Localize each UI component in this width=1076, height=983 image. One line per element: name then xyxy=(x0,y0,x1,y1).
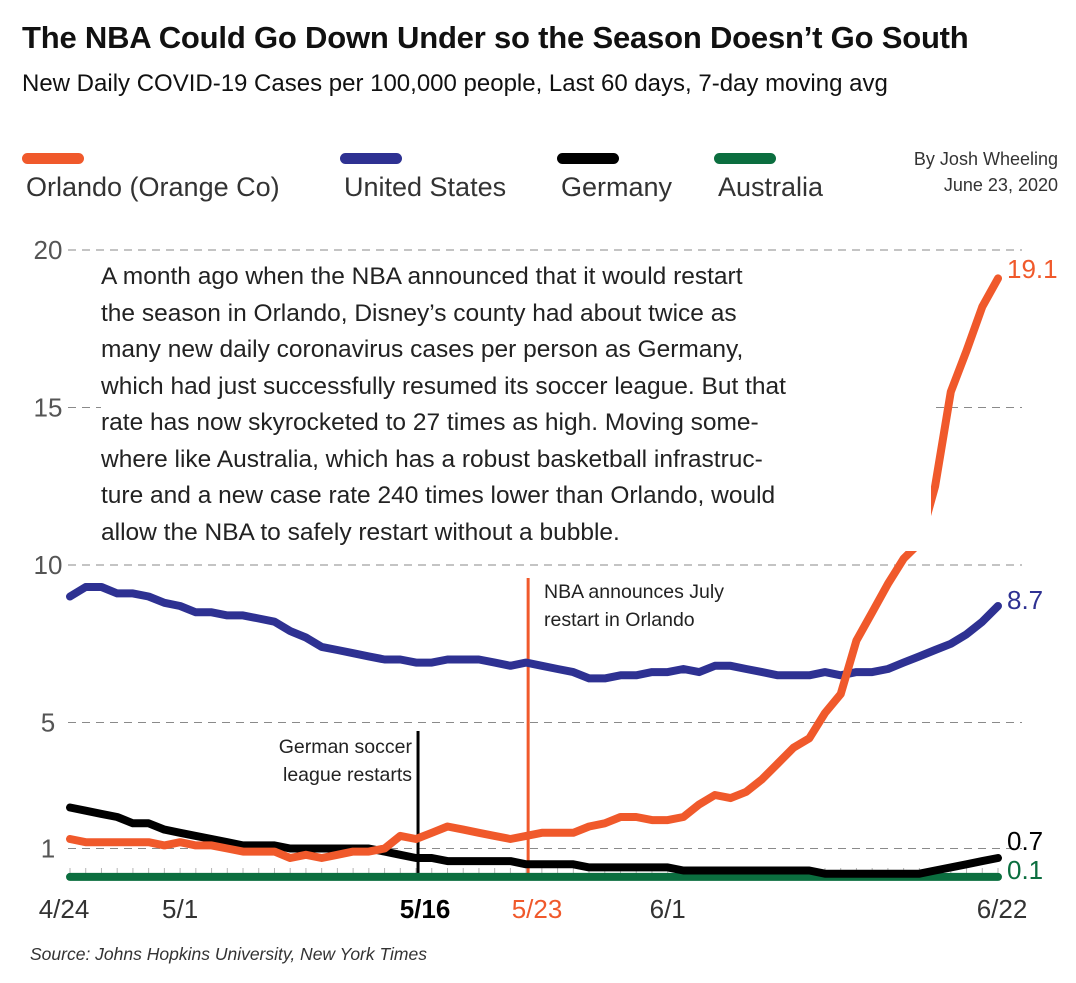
annotation-line: A month ago when the NBA announced that … xyxy=(101,263,743,290)
y-tick-label: 10 xyxy=(34,550,63,580)
series-line-germany xyxy=(66,803,1002,878)
y-tick-label: 1 xyxy=(41,834,55,864)
annotation-line: which had just successfully resumed its … xyxy=(101,372,786,400)
annotation-nba-label: NBA announces July xyxy=(544,581,724,603)
byline-author: By Josh Wheeling xyxy=(913,149,1058,169)
byline-date: June 23, 2020 xyxy=(943,175,1058,195)
x-tick-label: 6/22 xyxy=(977,894,1028,924)
x-tick-label: 5/1 xyxy=(162,894,198,924)
annotation-line: allow the NBA to safely restart without … xyxy=(101,518,620,546)
legend-swatch-germany xyxy=(557,153,619,164)
annotation-line: where like Australia, which has a robust… xyxy=(101,445,763,473)
legend-swatch-orlando xyxy=(22,153,84,164)
source-note: Source: Johns Hopkins University, New Yo… xyxy=(30,944,427,964)
series-end-label: 8.7 xyxy=(1007,585,1043,615)
chart-title: The NBA Could Go Down Under so the Seaso… xyxy=(22,20,969,55)
series-end-label: 0.7 xyxy=(1007,826,1043,856)
byline: By Josh Wheeling June 23, 2020 xyxy=(914,146,1058,198)
annotation-paragraph: A month ago when the NBA announced that … xyxy=(101,259,931,551)
annotation-german-soccer-label: league restarts xyxy=(283,764,412,786)
legend-swatch-united-states xyxy=(340,153,402,164)
x-tick-label: 5/23 xyxy=(512,894,563,924)
legend-label-orlando: Orlando (Orange Co) xyxy=(26,172,280,202)
x-tick-label: 4/24 xyxy=(39,894,90,924)
y-tick-label: 5 xyxy=(41,708,55,738)
chart-subtitle: New Daily COVID-19 Cases per 100,000 peo… xyxy=(22,70,888,97)
legend-label-germany: Germany xyxy=(561,172,673,202)
x-tick-label: 6/1 xyxy=(650,894,686,924)
y-tick-label: 15 xyxy=(34,393,63,423)
annotation-line: rate has now skyrocketed to 27 times as … xyxy=(101,409,759,436)
series-end-label: 19.1 xyxy=(1007,254,1058,284)
series-end-label: 0.1 xyxy=(1007,855,1043,885)
legend-label-australia: Australia xyxy=(718,172,824,202)
annotation-german-soccer-label: German soccer xyxy=(279,736,413,758)
y-tick-label: 20 xyxy=(34,235,63,265)
series-line-orlando-orange-co xyxy=(66,274,1002,862)
annotation-line: ture and a new case rate 240 times lower… xyxy=(101,482,776,509)
legend-label-united-states: United States xyxy=(344,172,507,202)
annotation-nba-label: restart in Orlando xyxy=(544,609,695,631)
x-tick-label: 5/16 xyxy=(400,894,451,924)
legend-swatch-australia xyxy=(714,153,776,164)
annotation-line: the season in Orlando, Disney’s county h… xyxy=(101,299,737,327)
annotation-line: many new daily coronavirus cases per per… xyxy=(101,336,744,363)
